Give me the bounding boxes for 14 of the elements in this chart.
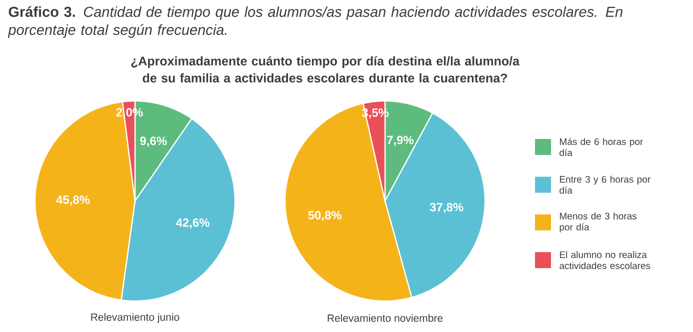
chart-title: Gráfico 3. Cantidad de tiempo que los alumnos/as pasan haciendo actividades escolares. En porcentaje total según frecuencia. xyxy=(8,6,622,38)
data-label: 37,8% xyxy=(430,202,464,214)
data-label: 45,8% xyxy=(56,195,90,206)
data-label: 9,6% xyxy=(140,136,167,147)
legend-label: Entre 3 y 6 horas por día xyxy=(560,176,650,194)
data-label: 42,6% xyxy=(176,218,210,229)
slice-label: Relevamiento junio xyxy=(91,313,180,323)
chart-subtitle: ¿Aproximadamente cuánto tiempo por día destina el/la alumno/a de su familia a actividades escolares durante la cuarentena? xyxy=(131,56,520,82)
legend-label: Más de 6 horas por día xyxy=(560,138,643,156)
data-label: 50,8% xyxy=(308,210,342,222)
legend-label: El alumno no realiza actividades escolares xyxy=(560,251,650,270)
data-label: 7,9% xyxy=(387,136,414,146)
slice-label: Relevamiento noviembre xyxy=(328,314,443,322)
legend-label: Menos de 3 horas por día xyxy=(560,212,636,232)
